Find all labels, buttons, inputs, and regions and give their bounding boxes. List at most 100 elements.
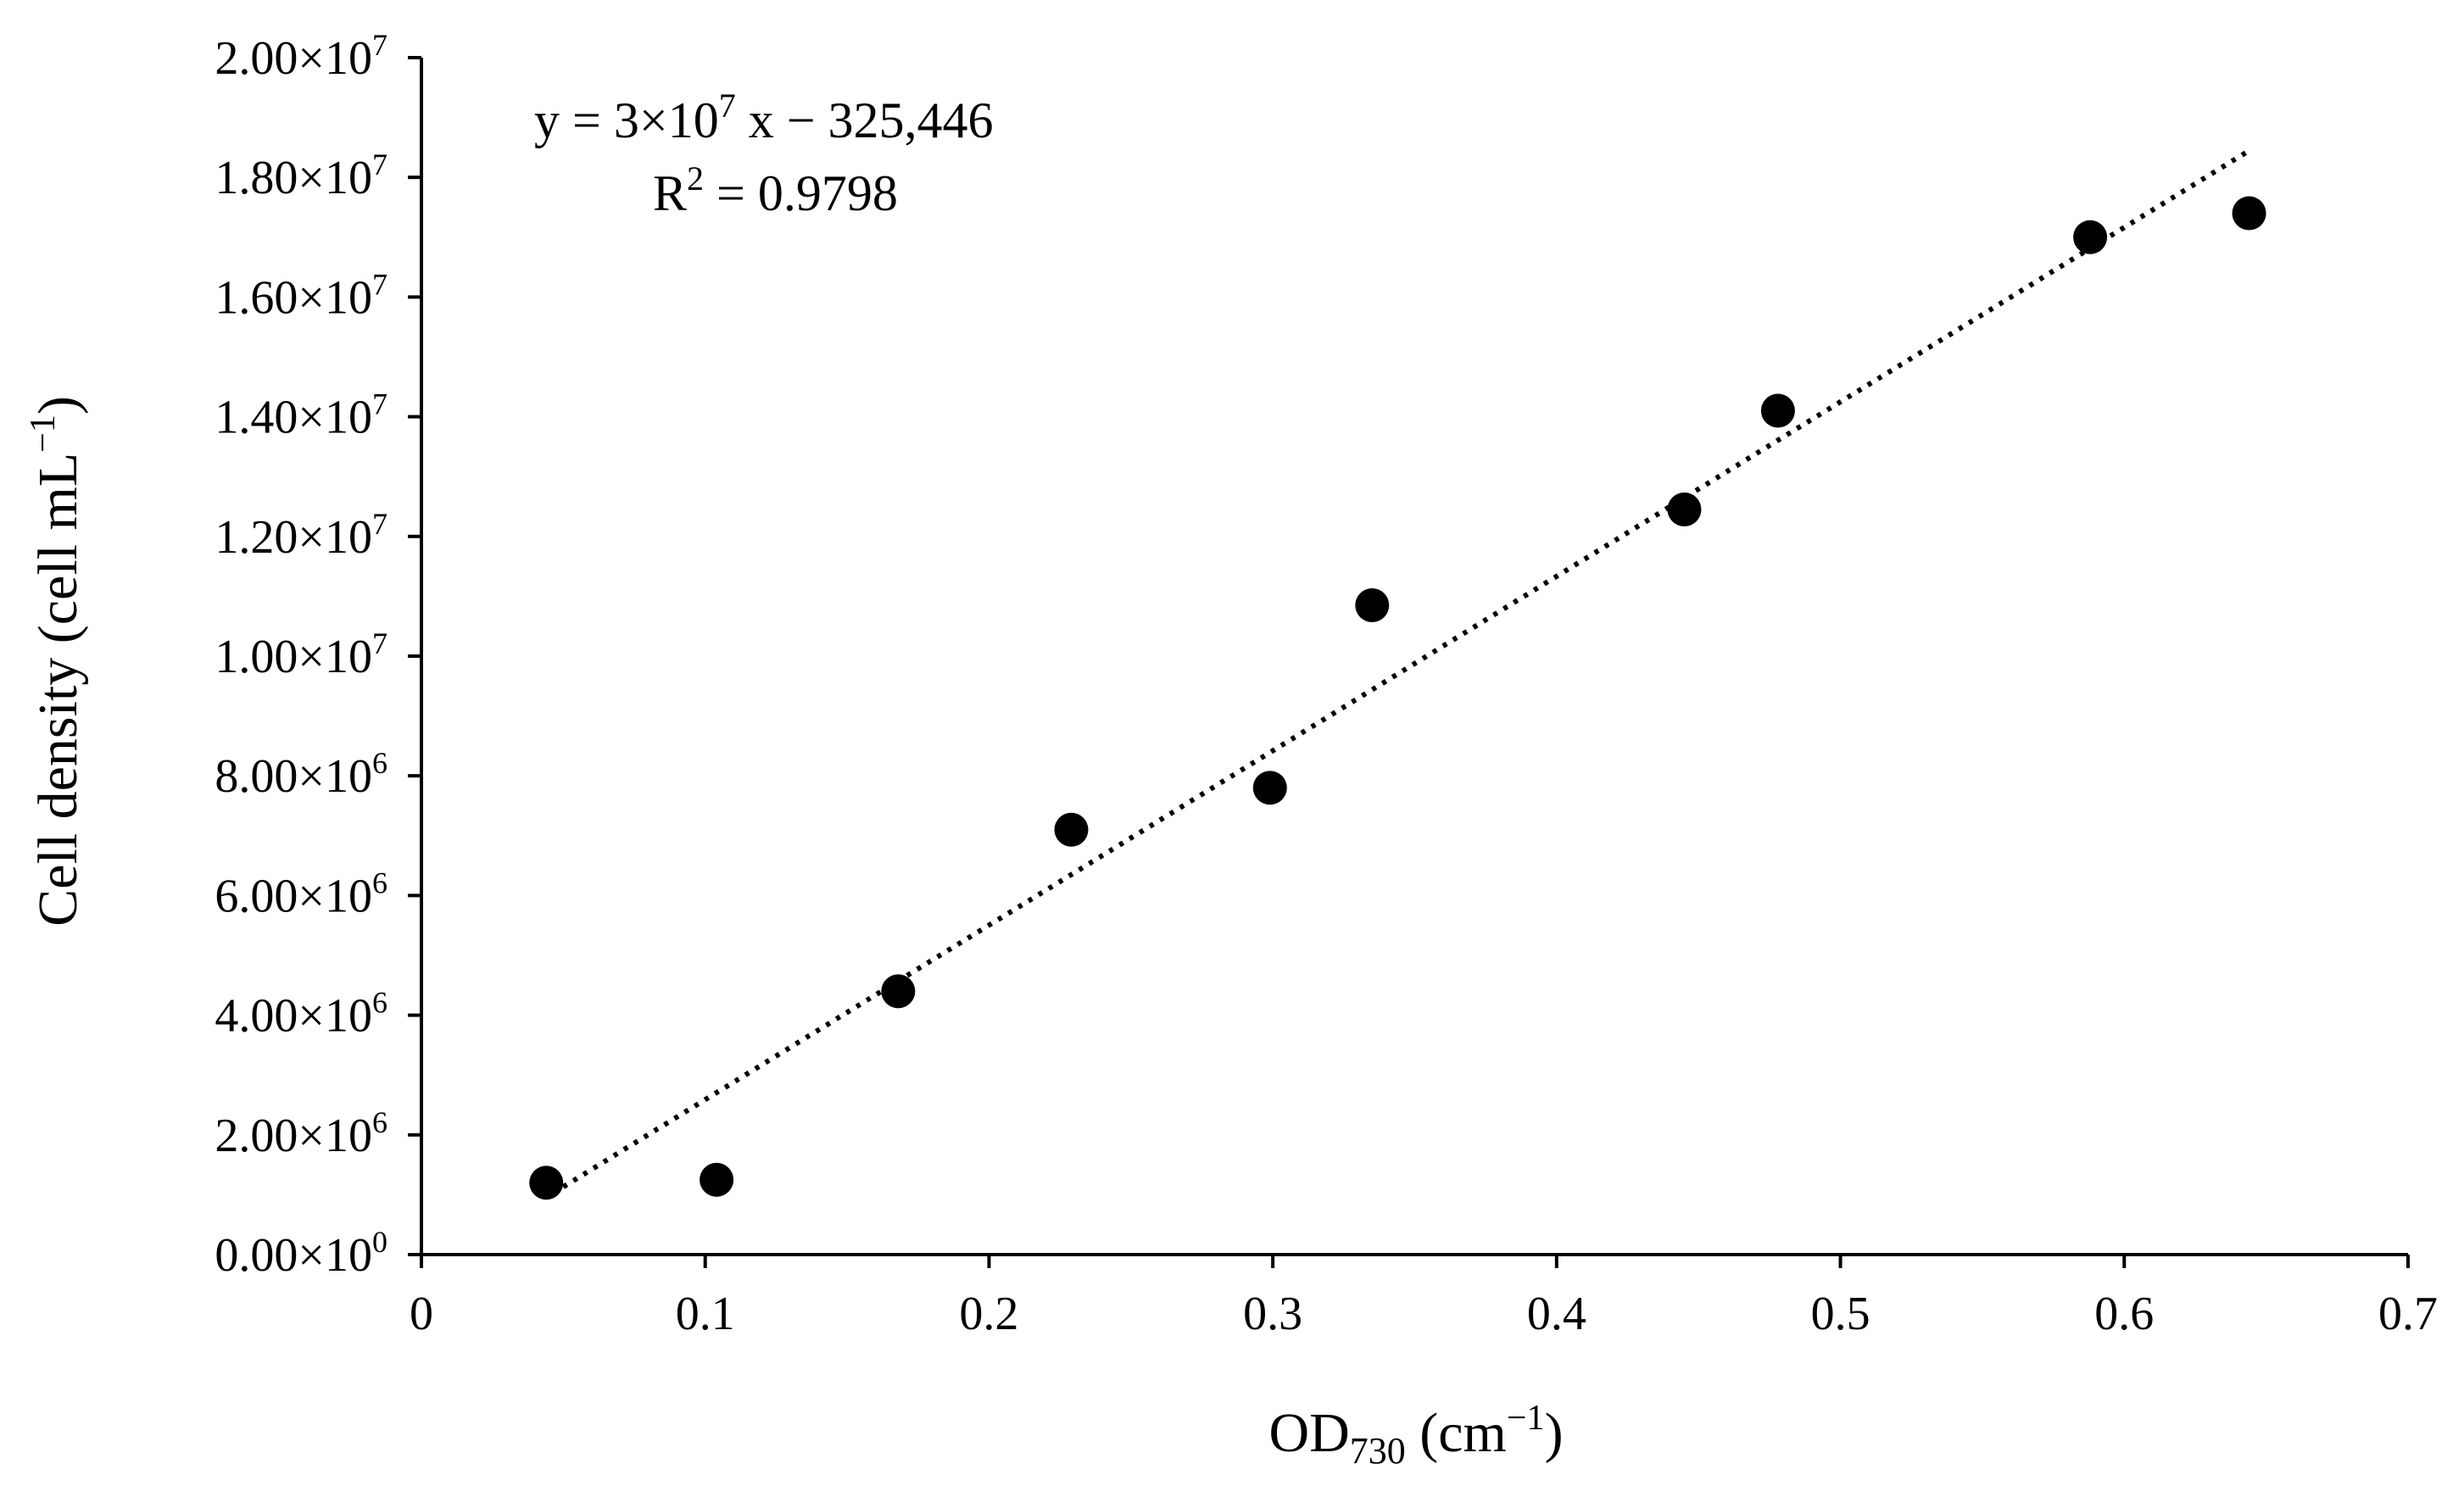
data-point [2073, 220, 2108, 254]
y-tick-base: 10 [325, 990, 372, 1043]
data-point [529, 1166, 564, 1200]
x-axis-title-main: OD [1268, 1402, 1349, 1464]
y-tick-mantissa: 1.60 [215, 271, 298, 324]
y-tick-times: × [298, 271, 325, 324]
y-tick-exponent: 0 [372, 1225, 387, 1259]
y-tick-times: × [298, 392, 325, 444]
y-tick-label: 2.00×106 [215, 1105, 387, 1162]
data-point [1667, 493, 1702, 527]
y-axis-title-close: ) [27, 396, 89, 415]
y-tick-exponent: 6 [372, 986, 387, 1020]
y-tick-exponent: 7 [372, 28, 387, 62]
data-point [2232, 196, 2266, 231]
trendline-path [561, 147, 2254, 1189]
x-tick-label: 0.2 [959, 1288, 1018, 1340]
data-point [881, 974, 916, 1009]
equation-line-1: y = 3×107 x − 325,446 [534, 86, 994, 148]
y-tick-mantissa: 1.80 [215, 152, 298, 204]
equation-line-2: R2 = 0.9798 [653, 159, 898, 221]
y-tick-label: 0.00×100 [215, 1225, 387, 1282]
y-tick-times: × [298, 990, 325, 1043]
y-tick-mantissa: 2.00 [215, 32, 298, 85]
y-tick-times: × [298, 511, 325, 564]
r-squared-prefix: R [653, 165, 687, 221]
y-tick-label: 1.60×107 [215, 267, 387, 324]
equation-exponent: 7 [719, 86, 736, 125]
data-points [529, 196, 2266, 1200]
y-tick-exponent: 6 [372, 746, 387, 780]
y-tick-label: 1.20×107 [215, 507, 387, 564]
plot-frame [420, 58, 2408, 1256]
y-tick-mantissa: 6.00 [215, 870, 298, 922]
y-tick-base: 10 [325, 1110, 372, 1162]
x-tick-label: 0.1 [676, 1288, 735, 1340]
y-tick-exponent: 7 [372, 626, 387, 660]
y-tick-times: × [298, 750, 325, 803]
y-tick-label: 1.80×107 [215, 147, 387, 204]
data-point [1355, 587, 1390, 622]
x-axis-title-close: ) [1545, 1402, 1564, 1464]
x-tick-label: 0.5 [1811, 1288, 1870, 1340]
equation-times: × [639, 92, 668, 148]
x-axis-title-sup: −1 [1507, 1399, 1545, 1438]
trendline [561, 147, 2254, 1189]
y-tick-mantissa: 8.00 [215, 750, 298, 803]
y-tick-base: 10 [325, 32, 372, 85]
y-tick-exponent: 7 [372, 267, 387, 301]
data-point [1054, 812, 1089, 847]
y-tick-label: 1.00×107 [215, 626, 387, 683]
data-point [700, 1162, 734, 1197]
x-axis-title-sub: 730 [1350, 1430, 1406, 1472]
y-axis-title-main: Cell density (cell mL [27, 453, 89, 927]
data-point [1252, 771, 1287, 805]
y-tick-base: 10 [325, 750, 372, 803]
x-tick-label: 0 [410, 1288, 433, 1340]
y-tick-base: 10 [325, 271, 372, 324]
r-squared-suffix: = 0.9798 [704, 165, 898, 221]
y-tick-exponent: 6 [372, 1105, 387, 1139]
y-tick-mantissa: 4.00 [215, 990, 298, 1043]
y-tick-times: × [298, 631, 325, 683]
y-tick-mantissa: 2.00 [215, 1110, 298, 1162]
y-tick-mantissa: 1.20 [215, 511, 298, 564]
y-tick-label: 6.00×106 [215, 865, 387, 922]
x-tick-label: 0.3 [1243, 1288, 1302, 1340]
x-tick-label: 0.7 [2378, 1288, 2438, 1340]
y-tick-label: 1.40×107 [215, 387, 387, 444]
y-tick-base: 10 [325, 511, 372, 564]
y-tick-exponent: 6 [372, 865, 387, 899]
y-tick-exponent: 7 [372, 147, 387, 181]
y-axis-ticks: 0.00×1002.00×1064.00×1066.00×1068.00×106… [215, 28, 421, 1282]
y-tick-times: × [298, 1110, 325, 1162]
y-tick-base: 10 [325, 631, 372, 683]
y-axis-title-sup: −1 [24, 415, 63, 453]
y-tick-mantissa: 1.00 [215, 631, 298, 683]
y-tick-base: 10 [325, 1229, 372, 1282]
y-tick-exponent: 7 [372, 387, 387, 421]
y-axis-title: Cell density (cell mL−1) [24, 396, 89, 927]
y-tick-times: × [298, 32, 325, 85]
x-tick-label: 0.6 [2094, 1288, 2154, 1340]
y-tick-times: × [298, 152, 325, 204]
y-tick-base: 10 [325, 152, 372, 204]
y-tick-mantissa: 1.40 [215, 392, 298, 444]
y-tick-times: × [298, 870, 325, 922]
y-tick-label: 2.00×107 [215, 28, 387, 85]
y-tick-base: 10 [325, 870, 372, 922]
data-point [1760, 393, 1795, 428]
equation-suffix: x − 325,446 [736, 92, 994, 148]
y-tick-base: 10 [325, 392, 372, 444]
y-tick-label: 4.00×106 [215, 986, 387, 1043]
y-tick-times: × [298, 1229, 325, 1282]
equation-base: 10 [668, 92, 719, 148]
y-tick-exponent: 7 [372, 507, 387, 541]
x-axis-title-unit: (cm [1406, 1402, 1507, 1464]
x-tick-label: 0.4 [1527, 1288, 1586, 1340]
x-axis-ticks: 0 0.1 0.2 0.3 0.4 0.5 0.6 0.7 [410, 1255, 2438, 1340]
r-squared-exponent: 2 [687, 159, 704, 198]
equation-prefix: y = 3 [534, 92, 639, 148]
x-axis-title: OD730 (cm−1) [1268, 1399, 1563, 1472]
y-tick-mantissa: 0.00 [215, 1229, 298, 1282]
y-tick-label: 8.00×106 [215, 746, 387, 803]
